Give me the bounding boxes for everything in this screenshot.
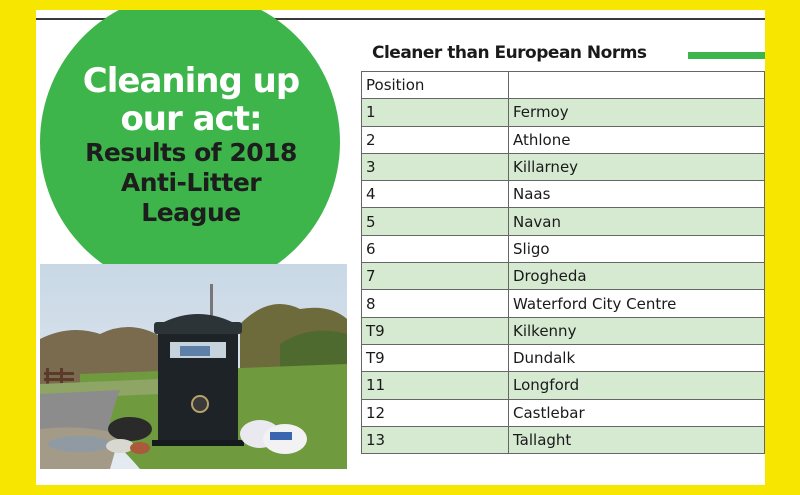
headline-line-3: Results of 2018 [85, 138, 297, 167]
row-position: 2 [361, 125, 509, 154]
header-town [508, 70, 765, 100]
table-row: 3 Killarney [361, 152, 765, 182]
title-accent-bar [688, 52, 765, 59]
table-row: 12 Castlebar [361, 398, 765, 427]
row-town: Killarney [508, 152, 765, 182]
row-town: Navan [508, 207, 765, 236]
litter-bin-photo [40, 264, 347, 469]
table-row: 11 Longford [361, 371, 765, 400]
row-position: 11 [361, 371, 509, 400]
table-title-row: Cleaner than European Norms [372, 43, 765, 67]
row-town: Sligo [508, 234, 765, 264]
table-row: 13 Tallaght [361, 425, 765, 455]
table-row: 4 Naas [361, 180, 765, 209]
league-table: Position 1 Fermoy 2 Athlone 3 Killarney 4 Na… [361, 70, 765, 455]
row-position: 1 [361, 98, 509, 127]
row-position: 6 [361, 234, 509, 264]
row-town: Kilkenny [508, 316, 765, 345]
row-town: Castlebar [508, 398, 765, 427]
row-position: 5 [361, 207, 509, 236]
row-town: Fermoy [508, 98, 765, 127]
headline-line-5: League [141, 198, 241, 227]
headline: Cleaning up our act: Results of 2018 Ant… [46, 62, 336, 228]
table-row: T9 Kilkenny [361, 316, 765, 345]
table-row: 5 Navan [361, 207, 765, 236]
row-position: 3 [361, 152, 509, 182]
litter-bin-photo-illustration [40, 264, 347, 469]
row-town: Naas [508, 180, 765, 209]
table-row: 7 Drogheda [361, 262, 765, 291]
headline-line-1: Cleaning up [82, 61, 300, 101]
row-position: T9 [361, 316, 509, 345]
row-position: 12 [361, 398, 509, 427]
row-town: Dundalk [508, 343, 765, 373]
article-page: Cleaning up our act: Results of 2018 Ant… [36, 10, 765, 485]
row-position: 13 [361, 425, 509, 455]
headline-line-2: our act: [120, 99, 262, 139]
row-position: 7 [361, 262, 509, 291]
table-row: 2 Athlone [361, 125, 765, 154]
table-row: 8 Waterford City Centre [361, 289, 765, 318]
table-header-row: Position [361, 70, 765, 100]
row-town: Drogheda [508, 262, 765, 291]
top-rule [36, 18, 765, 20]
row-town: Tallaght [508, 425, 765, 455]
row-town: Athlone [508, 125, 765, 154]
row-town: Waterford City Centre [508, 289, 765, 318]
row-town: Longford [508, 371, 765, 400]
table-title: Cleaner than European Norms [372, 43, 647, 63]
header-position: Position [361, 70, 509, 100]
headline-line-4: Anti-Litter [120, 168, 262, 197]
table-row: T9 Dundalk [361, 343, 765, 373]
headline-circle [40, 10, 340, 292]
table-row: 6 Sligo [361, 234, 765, 264]
table-row: 1 Fermoy [361, 98, 765, 127]
row-position: 8 [361, 289, 509, 318]
row-position: T9 [361, 343, 509, 373]
row-position: 4 [361, 180, 509, 209]
